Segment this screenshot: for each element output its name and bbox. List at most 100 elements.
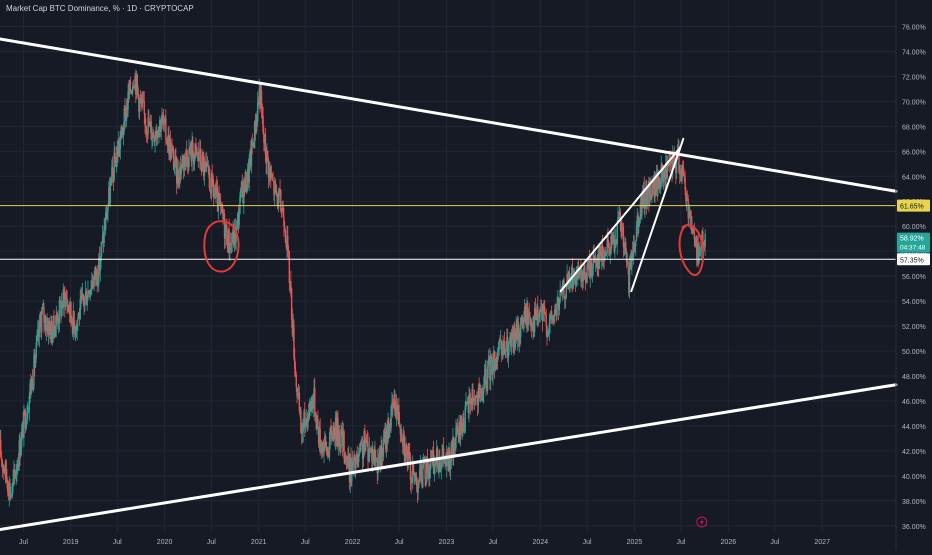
candle-body: [132, 86, 134, 94]
candle-body: [136, 74, 139, 88]
candle-body: [310, 397, 313, 405]
candle-body: [510, 336, 512, 347]
candle-body: [489, 356, 492, 380]
candle-body: [81, 293, 84, 298]
candle-body: [294, 369, 297, 375]
candle-body: [414, 473, 416, 478]
candle-body: [372, 450, 375, 460]
candle-body: [670, 161, 672, 163]
candle-body: [148, 122, 151, 127]
candle-body: [108, 187, 111, 203]
candle-body: [261, 107, 264, 117]
candle-body: [681, 164, 683, 182]
candle-body: [159, 120, 162, 133]
candle-body: [119, 138, 122, 150]
candle-body: [48, 320, 51, 327]
candle-body: [340, 429, 342, 449]
candle-body: [65, 294, 68, 300]
candle-body: [530, 321, 533, 329]
candle-body: [89, 289, 91, 297]
candle-body: [57, 321, 60, 325]
lower-trendline: [0, 383, 898, 532]
candle-body: [321, 442, 323, 454]
candle-body: [181, 158, 183, 167]
candle-body: [202, 160, 205, 176]
candle-body: [235, 227, 237, 243]
candle-body: [173, 165, 176, 170]
x-tick-label: Jul: [301, 539, 310, 546]
candle-body: [465, 401, 467, 407]
candle-body: [10, 495, 13, 497]
candle-body: [5, 461, 7, 477]
candle-body: [503, 341, 505, 353]
y-tick-label: 42.00%: [902, 449, 926, 456]
candle-body: [11, 483, 14, 497]
candle-body: [591, 270, 593, 278]
candle-body: [115, 156, 118, 167]
candle-body: [582, 274, 584, 282]
candle-body: [546, 326, 548, 336]
candle-body: [0, 456, 3, 461]
candle-body: [592, 254, 595, 267]
candle-body: [201, 155, 203, 172]
candle-body: [694, 239, 696, 247]
candle-body: [336, 417, 338, 441]
candle-body: [124, 108, 126, 110]
candle-body: [105, 212, 108, 220]
y-tick-label: 56.00%: [902, 274, 926, 281]
candle-body: [191, 141, 193, 162]
candle-body: [412, 463, 415, 474]
candle-body: [407, 452, 409, 467]
candle-body: [35, 342, 37, 358]
candle-body: [362, 449, 365, 460]
candle-body: [180, 166, 183, 175]
candle-body: [456, 425, 459, 433]
candle-body: [94, 267, 96, 276]
candle-body: [146, 133, 149, 135]
candle-body: [104, 226, 106, 230]
candle-body: [528, 313, 530, 317]
candle-body: [626, 261, 628, 263]
candle-body: [247, 168, 250, 183]
candle-body: [543, 307, 546, 315]
candle-body: [423, 457, 426, 459]
candle-body: [538, 315, 540, 318]
candle-body: [642, 187, 645, 207]
candle-body: [441, 454, 443, 467]
candle-body: [471, 388, 473, 405]
candle-body: [17, 463, 19, 471]
candle-body: [673, 156, 676, 163]
candle-body: [519, 331, 521, 337]
candle-body: [487, 359, 490, 367]
candle-body: [225, 224, 227, 228]
candle-body: [654, 178, 656, 198]
candle-body: [611, 238, 614, 245]
candle-body: [537, 305, 539, 318]
candle-body: [128, 91, 130, 95]
candle-body: [417, 485, 419, 493]
candle-body: [74, 331, 77, 336]
candle-body: [522, 324, 524, 329]
candle-body: [701, 231, 703, 238]
candle-body: [251, 140, 253, 147]
candle-body: [511, 331, 513, 336]
candle-body: [2, 465, 4, 468]
candle-body: [142, 99, 144, 103]
candle-body: [18, 440, 20, 467]
candle-body: [403, 435, 405, 453]
candle-body: [638, 219, 641, 224]
candle-body: [369, 447, 372, 449]
candle-body: [315, 415, 318, 430]
candle-body: [246, 185, 248, 193]
candle-body: [297, 392, 300, 394]
candle-body: [558, 302, 561, 311]
candle-body: [428, 466, 430, 479]
candle-body: [492, 367, 494, 375]
level-price-tag: [897, 253, 930, 266]
candle-body: [547, 332, 549, 336]
candle-body: [643, 187, 645, 209]
candle-body: [142, 101, 145, 103]
